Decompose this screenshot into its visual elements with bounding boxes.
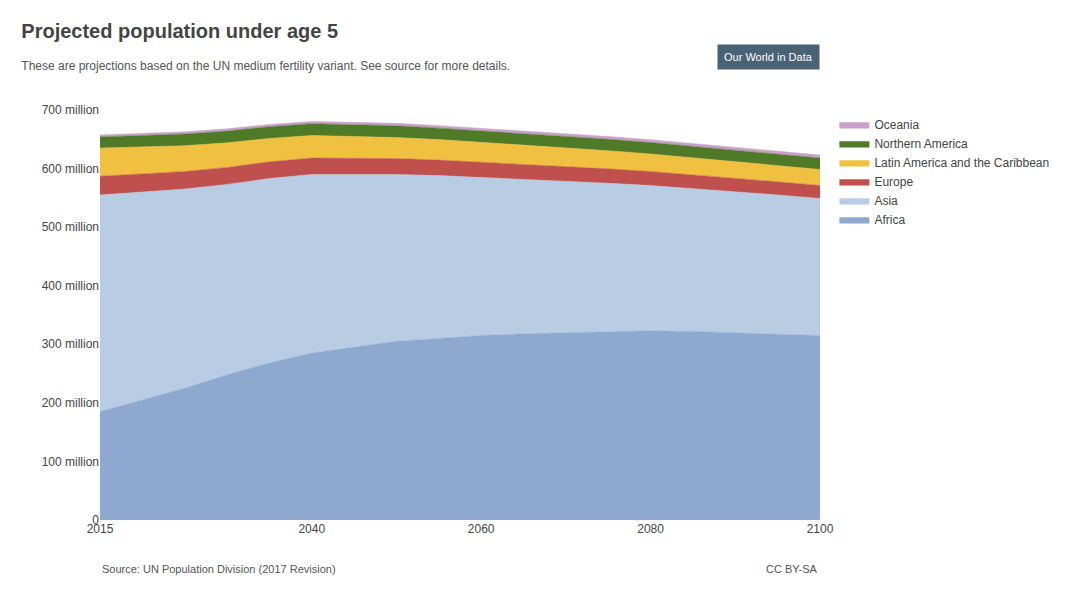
svg-text:100 million: 100 million xyxy=(42,455,99,469)
svg-text:Latin America and the Caribbea: Latin America and the Caribbean xyxy=(874,156,1049,170)
svg-text:2080: 2080 xyxy=(637,522,664,536)
svg-text:Africa: Africa xyxy=(874,213,905,227)
svg-text:Source: UN Population Division: Source: UN Population Division (2017 Rev… xyxy=(102,563,336,575)
svg-text:2060: 2060 xyxy=(468,522,495,536)
svg-text:2015: 2015 xyxy=(87,522,114,536)
svg-text:These are projections based on: These are projections based on the UN me… xyxy=(21,59,510,73)
svg-text:Our World in Data: Our World in Data xyxy=(724,51,813,63)
svg-text:600 million: 600 million xyxy=(42,162,99,176)
svg-text:700 million: 700 million xyxy=(42,103,99,117)
svg-text:300 million: 300 million xyxy=(42,337,99,351)
svg-text:Northern America: Northern America xyxy=(874,137,968,151)
svg-text:CC BY-SA: CC BY-SA xyxy=(766,563,818,575)
svg-text:Projected population under age: Projected population under age 5 xyxy=(21,20,338,42)
svg-text:Asia: Asia xyxy=(874,194,898,208)
svg-text:200 million: 200 million xyxy=(42,396,99,410)
svg-text:Oceania: Oceania xyxy=(874,118,919,132)
svg-text:500 million: 500 million xyxy=(42,220,99,234)
svg-text:2040: 2040 xyxy=(298,522,325,536)
svg-text:0: 0 xyxy=(92,513,99,527)
svg-text:400 million: 400 million xyxy=(42,279,99,293)
svg-text:Europe: Europe xyxy=(874,175,913,189)
svg-text:2100: 2100 xyxy=(807,522,834,536)
